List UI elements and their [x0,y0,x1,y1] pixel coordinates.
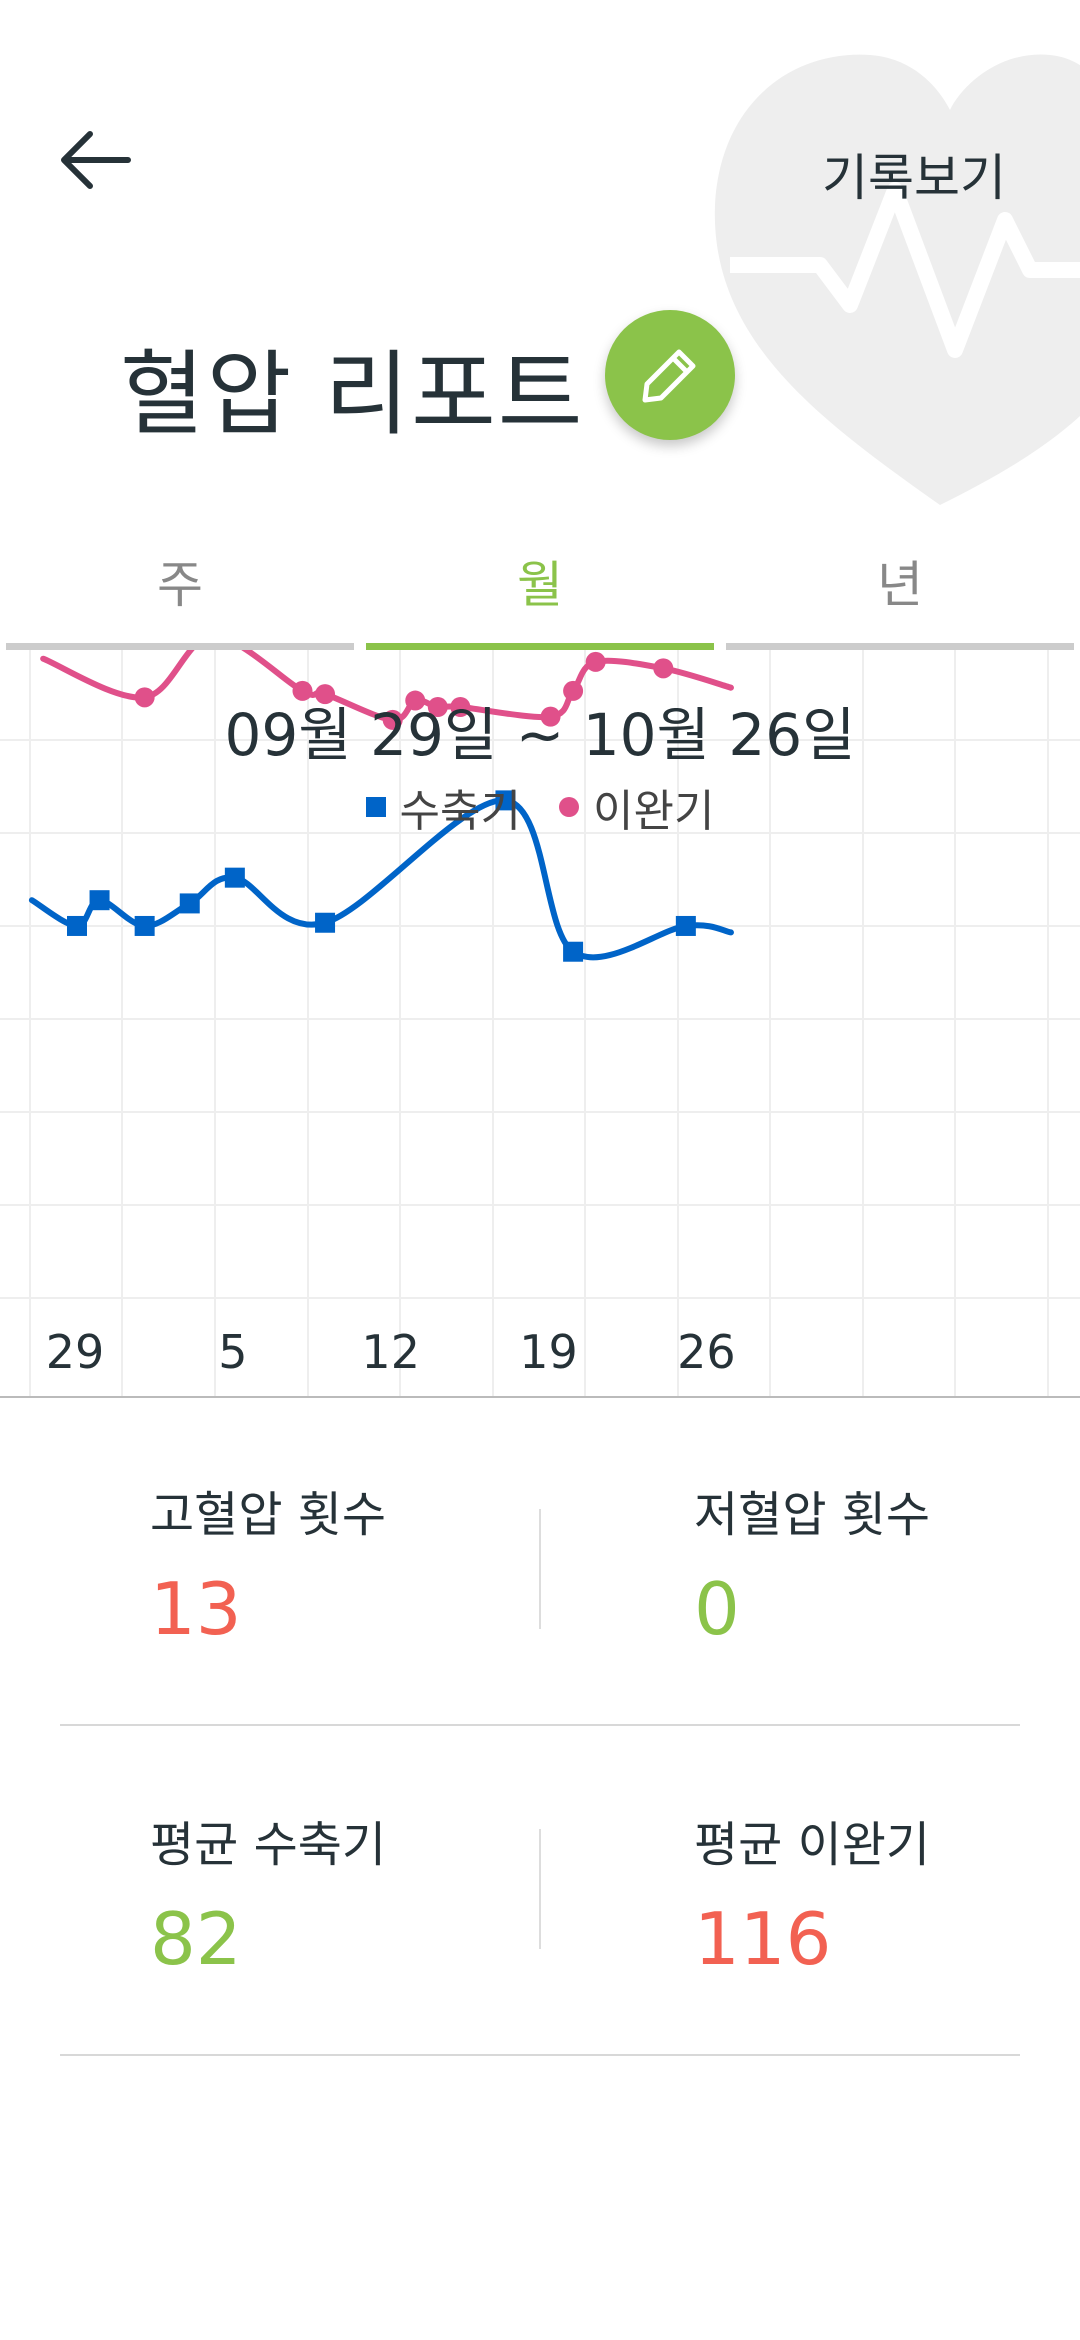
x-tick-label: 5 [218,1325,247,1379]
x-tick-label: 26 [677,1325,736,1379]
back-button[interactable] [50,115,140,205]
legend-diastolic: 이완기 [559,775,714,839]
page-title: 혈압 리포트 [120,341,585,448]
systolic-point [315,912,336,933]
legend-systolic-swatch [365,797,386,817]
low-bp-count-label: 저혈압 횟수 [694,1487,931,1543]
heart-background-icon [714,54,1080,505]
avg-diastolic-value: 116 [694,1897,832,1981]
legend-systolic: 수축기 [365,775,521,839]
diastolic-point [405,690,426,711]
x-tick-label: 12 [361,1325,420,1379]
legend-systolic-label: 수축기 [399,786,521,837]
diastolic-point [450,697,471,717]
avg-systolic-value: 82 [150,1897,242,1981]
x-tick-label: 29 [46,1325,105,1379]
avg-systolic-label: 평균 수축기 [150,1817,387,1873]
tab-month-indicator [366,643,714,650]
tab-year-indicator [726,643,1074,650]
tab-week[interactable]: 주 [6,540,354,650]
low-bp-count-value: 0 [694,1567,740,1651]
legend-diastolic-swatch [559,797,579,817]
avg-diastolic: 평균 이완기 116 [694,1805,1080,1981]
low-bp-count: 저혈압 횟수 0 [694,1475,1080,1651]
systolic-point [675,915,696,936]
arrow-left-icon [61,131,131,189]
divider [539,1829,541,1949]
high-bp-count-label: 고혈압 횟수 [150,1487,387,1543]
diastolic-point [382,709,403,730]
diastolic-point [653,658,674,679]
avg-systolic: 평균 수축기 82 [150,1805,550,1981]
edit-button[interactable] [605,310,735,440]
x-tick-label: 19 [519,1325,578,1379]
tab-year[interactable]: 년 [726,540,1074,650]
divider [539,1509,541,1629]
divider [60,2054,1020,2056]
systolic-point [563,941,584,962]
period-tabs: 주 월 년 [0,540,1080,650]
systolic-point [495,790,516,811]
diastolic-point [292,680,313,701]
divider [60,1724,1020,1726]
diastolic-point [134,687,155,708]
high-bp-count-value: 13 [150,1567,242,1651]
pencil-icon [642,349,696,403]
diastolic-point [540,706,561,727]
diastolic-point [427,697,448,717]
systolic-point [89,890,110,911]
blood-pressure-chart[interactable]: 29 5 12 19 26 [0,650,1080,1398]
systolic-point [224,867,245,888]
history-link[interactable]: 기록보기 [822,149,1006,207]
tab-month[interactable]: 월 [366,540,714,650]
diastolic-point [563,680,584,701]
tab-year-label: 년 [877,556,923,614]
legend-diastolic-label: 이완기 [593,786,715,837]
high-bp-count: 고혈압 횟수 13 [150,1475,550,1651]
chart-legend: 수축기 이완기 [0,775,1080,839]
avg-diastolic-label: 평균 이완기 [694,1817,931,1873]
chart-date-range: 09월 29일 ~ 10월 26일 [224,701,856,769]
diastolic-point [585,651,606,672]
systolic-point [179,893,200,914]
systolic-point [67,915,87,936]
tab-week-indicator [6,643,354,650]
tab-month-label: 월 [517,556,563,614]
tab-week-label: 주 [157,556,203,614]
systolic-point [134,915,155,936]
diastolic-point [315,684,336,705]
